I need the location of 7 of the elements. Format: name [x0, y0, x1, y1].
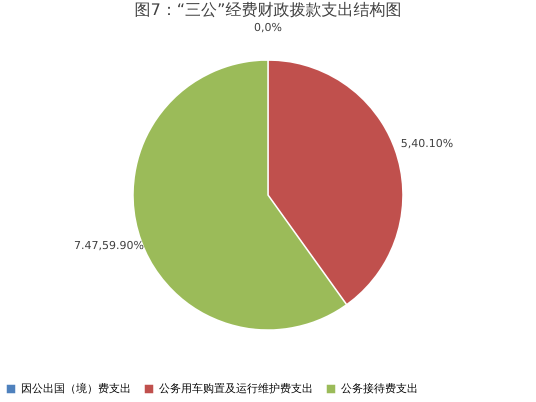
legend-label: 因公出国（境）费支出	[21, 382, 131, 395]
data-label: 7.47,59.90%	[74, 239, 144, 252]
text: 0,0%	[254, 21, 282, 34]
legend-label: 公务接待费支出	[341, 382, 418, 395]
data-label: 5,40.10%	[400, 136, 454, 150]
chart-title: 图7：“三公”经费财政拨款支出结构图	[134, 0, 402, 19]
legend-label: 公务用车购置及运行维护费支出	[159, 382, 313, 395]
